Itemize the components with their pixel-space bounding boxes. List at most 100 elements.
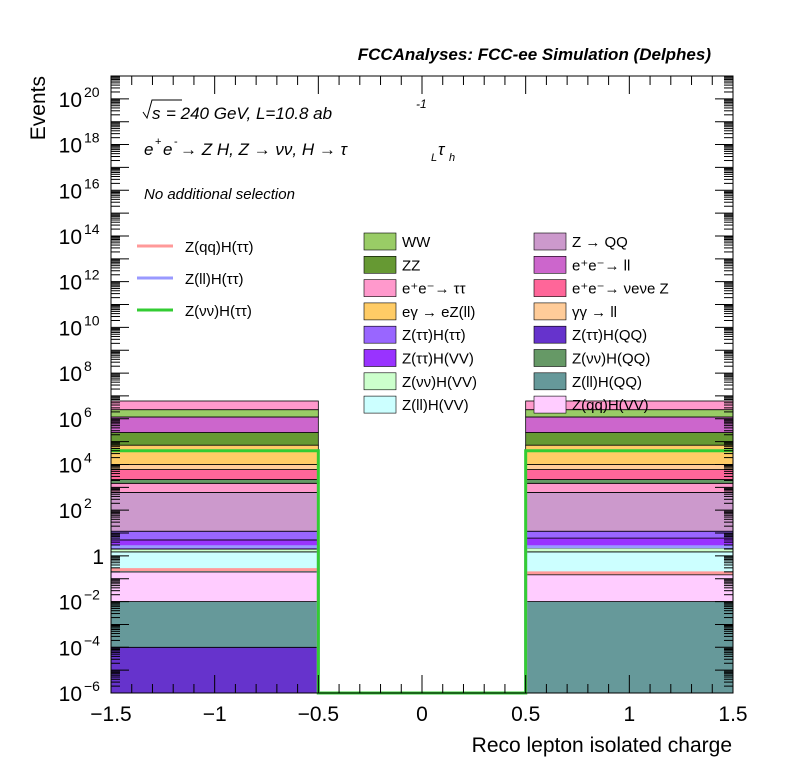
legend-swatch	[533, 349, 567, 367]
legend-swatch	[363, 255, 397, 274]
y-tick-exponent: 6	[84, 404, 92, 420]
sqrt-symbol	[142, 99, 182, 120]
stack-bar	[525, 444, 734, 465]
x-tick-label: 0.5	[511, 703, 540, 726]
stack-bar	[525, 551, 734, 576]
legend-swatch	[363, 372, 397, 391]
process-annotation: e + e - → Z H, Z → νν, H → τ L τ h	[144, 136, 455, 164]
stack-bar	[525, 547, 734, 553]
stack-bar	[110, 571, 319, 602]
stack-bar	[110, 400, 319, 411]
y-tick-exponent: 18	[84, 130, 100, 146]
legend-label: Z(qq)H(VV)	[572, 397, 649, 414]
y-tick-exponent: −2	[84, 587, 100, 603]
y-axis-title: Events	[27, 76, 50, 140]
lumi-label: = 240 GeV, L=10.8 ab	[166, 104, 332, 123]
legend-swatch	[533, 279, 567, 297]
y-tick-exponent: −6	[84, 678, 100, 694]
x-tick-label: 0	[416, 703, 428, 726]
legend-label: Z(νν)H(VV)	[402, 374, 477, 391]
y-tick-label: 10	[59, 135, 82, 158]
stack-bar	[110, 409, 319, 418]
legend-swatch	[363, 325, 397, 344]
y-tick-exponent: 20	[84, 84, 100, 100]
process-chain: → Z H, Z → νν, H → τ	[180, 140, 349, 159]
legend-swatch	[533, 372, 567, 391]
stack-bar	[525, 574, 734, 602]
legend-label: Z(ll)H(VV)	[402, 397, 469, 414]
legend-label: e⁺e⁻→ ll	[572, 257, 630, 274]
process-minus: -	[174, 136, 178, 148]
stack-bar	[525, 469, 734, 480]
stack-bar	[110, 444, 319, 465]
stack-bar	[525, 492, 734, 532]
y-tick-label: 10	[59, 454, 82, 477]
legend-signals: Z(qq)H(ττ) Z(ll)H(ττ) Z(νν)H(ττ)	[137, 239, 254, 320]
process-e2: e	[163, 140, 172, 159]
y-tick-label: 10	[59, 89, 82, 112]
y-tick-exponent: 12	[84, 267, 100, 283]
stack-bar	[525, 432, 734, 446]
process-sub-h: h	[449, 152, 455, 164]
y-tick-label: 10	[59, 363, 82, 386]
stack-bar	[110, 530, 319, 541]
y-tick-exponent: 4	[84, 449, 92, 465]
y-tick-label: 10	[59, 637, 82, 660]
y-tick-label: 10	[59, 317, 82, 340]
legend-swatch	[363, 232, 397, 251]
legend-label: γγ → ll	[572, 304, 617, 321]
x-tick-label: −1.5	[90, 703, 131, 726]
y-tick-exponent: 8	[84, 358, 92, 374]
y-tick-label: 10	[59, 180, 82, 203]
process-sub-l: L	[431, 152, 437, 164]
stack-bar	[110, 548, 319, 553]
y-tick-exponent: −4	[84, 632, 100, 648]
process-e1: e	[144, 140, 153, 159]
y-tick-label: 10	[59, 272, 82, 295]
stack-bar	[525, 482, 734, 493]
legend-swatch	[363, 395, 397, 414]
stack-bar	[110, 464, 319, 470]
selection-label: No additional selection	[144, 186, 295, 203]
legend-label: eγ → eZ(ll)	[402, 304, 475, 321]
stack-bar	[110, 432, 319, 446]
legend-signal-label: Z(νν)H(ττ)	[185, 303, 252, 320]
legend-column-1: WW ZZ e⁺e⁻→ ττ eγ → eZ(ll) Z(ττ)H(ττ) Z(ττ)H(…	[363, 232, 477, 414]
legend-swatch	[533, 232, 567, 251]
process-tau-h: τ	[438, 140, 446, 159]
y-tick-label: 10	[59, 500, 82, 523]
legend-label: Z(ll)H(QQ)	[572, 374, 642, 391]
legend-signal-label: Z(ll)H(ττ)	[185, 271, 244, 288]
legend-swatch	[533, 395, 567, 414]
y-tick-label: 1	[92, 546, 104, 569]
legend-swatch	[533, 302, 567, 321]
y-tick-exponent: 14	[84, 221, 100, 237]
legend-label: Z(ττ)H(VV)	[402, 351, 474, 368]
stack-bar	[525, 416, 734, 433]
y-tick-exponent: 10	[84, 312, 100, 328]
y-tick-label: 10	[59, 226, 82, 249]
x-tick-label: 1	[623, 703, 635, 726]
legend-label: ZZ	[402, 257, 420, 274]
legend-label: Z(νν)H(QQ)	[572, 351, 650, 368]
stack-bar	[110, 469, 319, 480]
stack-bar	[525, 464, 734, 470]
stack-bar	[110, 479, 319, 484]
legend-label: Z(ττ)H(ττ)	[402, 327, 466, 344]
y-tick-label: 10	[59, 592, 82, 615]
legend-swatch	[533, 255, 567, 274]
stack-bar	[110, 416, 319, 433]
lumi-exponent: -1	[416, 97, 427, 111]
legend-label: Z → QQ	[572, 234, 628, 251]
energy-lumi-annotation: s = 240 GeV, L=10.8 ab -1	[142, 97, 427, 123]
legend-label: e⁺e⁻→ νeνe Z	[572, 281, 669, 298]
stack-bar	[110, 601, 319, 648]
y-tick-exponent: 2	[84, 495, 92, 511]
legend-label: e⁺e⁻→ ττ	[402, 281, 466, 298]
legend-label: Z(ττ)H(QQ)	[572, 327, 647, 344]
stack-bar	[525, 530, 734, 539]
process-plus: +	[155, 136, 161, 148]
legend-column-2: Z → QQ e⁺e⁻→ ll e⁺e⁻→ νeνe Z γγ → ll Z(ττ)H(…	[533, 232, 669, 414]
